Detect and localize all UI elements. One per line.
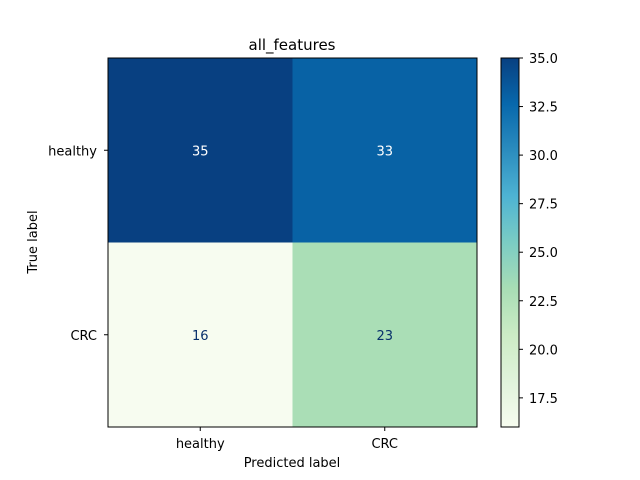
cell-value-labels: 35 33 16 23 [192, 144, 393, 344]
cell-value: 23 [376, 329, 393, 344]
y-tick-label: CRC [70, 329, 97, 344]
colorbar-tick-label: 32.5 [529, 101, 558, 116]
chart-title: all_features [249, 36, 336, 55]
x-axis-label: Predicted label [244, 456, 341, 471]
colorbar-tick-label: 17.5 [529, 392, 558, 407]
y-tick-label: healthy [48, 144, 97, 159]
cell-value: 16 [192, 329, 209, 344]
colorbar-tick-label: 35.0 [529, 52, 558, 67]
colorbar-tick-label: 27.5 [529, 198, 558, 213]
heatmap-cell [292, 58, 478, 243]
x-axis-ticks: healthy CRC [176, 427, 398, 452]
y-axis-label: True label [26, 210, 41, 274]
colorbar-tick-label: 20.0 [529, 343, 558, 358]
cell-value: 35 [192, 144, 209, 159]
y-axis-ticks: healthy CRC [48, 144, 108, 344]
x-tick-label: healthy [176, 437, 225, 452]
colorbar [500, 57, 520, 428]
colorbar-tick-label: 22.5 [529, 295, 558, 310]
colorbar-ticks: 17.5 20.0 22.5 25.0 27.5 30.0 32.5 35.0 [519, 52, 558, 407]
heatmap-cells [108, 58, 478, 428]
colorbar-tick-label: 25.0 [529, 246, 558, 261]
colorbar-tick-label: 30.0 [529, 149, 558, 164]
heatmap-cell [292, 242, 478, 428]
x-tick-label: CRC [371, 437, 398, 452]
heatmap-cell [108, 242, 293, 428]
plot-frame [107, 57, 478, 428]
heatmap-cell [108, 58, 293, 243]
cell-value: 33 [376, 144, 393, 159]
